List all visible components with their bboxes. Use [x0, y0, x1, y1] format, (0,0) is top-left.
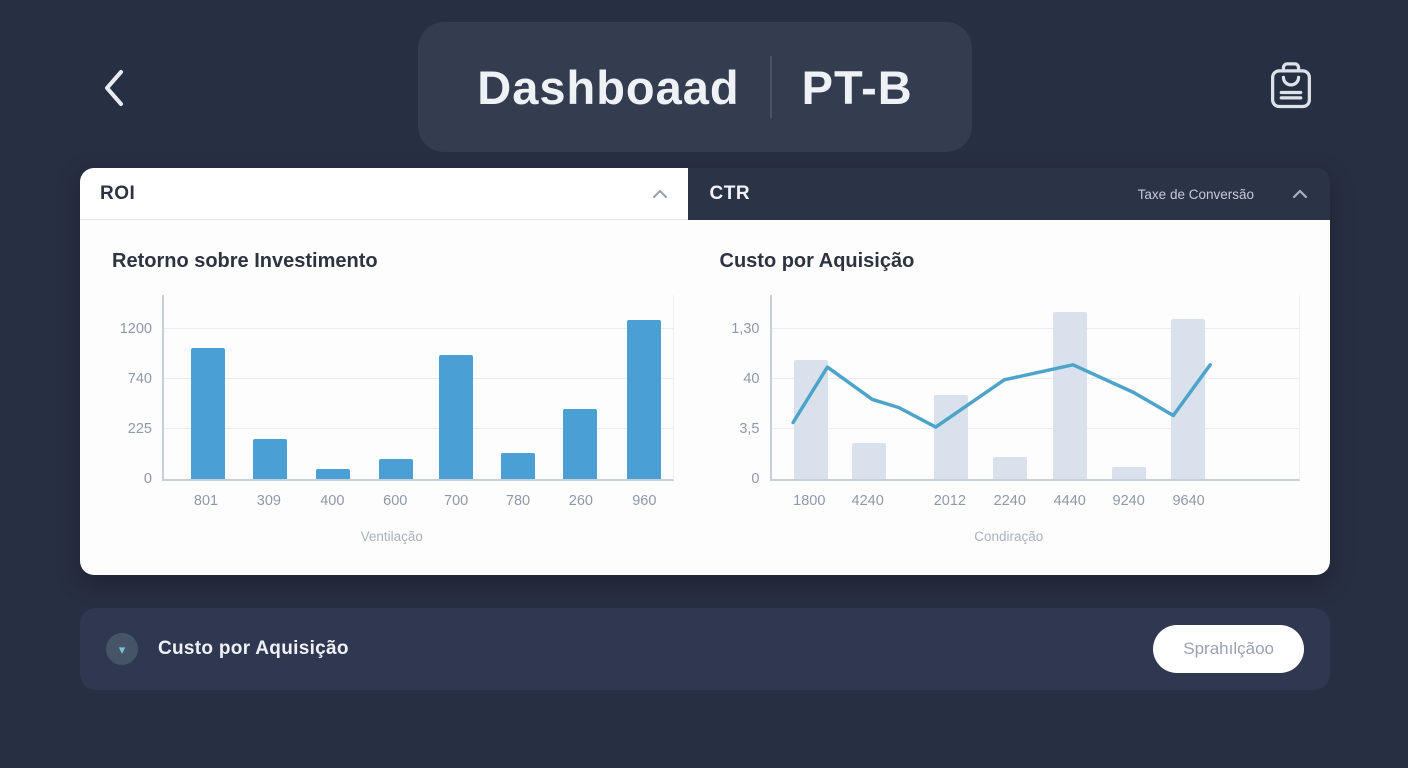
plot-wrap: 0 3,5 40 1,30 — [731, 295, 1300, 487]
x-tick-label: 780 — [505, 493, 531, 509]
trend-line — [790, 363, 1212, 429]
gridline — [771, 378, 1299, 379]
bar — [1171, 319, 1206, 479]
back-button[interactable] — [92, 62, 136, 114]
x-tick-label: 2240 — [993, 493, 1026, 509]
tab-roi-label: ROI — [100, 182, 136, 204]
x-tick-label: 4240 — [851, 493, 884, 509]
x-tick-label: 260 — [568, 493, 594, 509]
cpa-chart-panel: Custo por Aquisição 0 3,5 40 1,30 1800 4240 2… — [688, 220, 1331, 575]
x-tick-label: 9640 — [1172, 493, 1205, 509]
clipboard-icon — [1271, 62, 1311, 109]
caret-down-icon: ▾ — [118, 641, 126, 657]
legend-toggle-button[interactable]: ▾ — [106, 633, 138, 665]
footer-action-button[interactable]: Sprahılçãoo — [1153, 625, 1304, 673]
page-title: Dashboaad — [477, 60, 740, 114]
tab-roi[interactable]: ROI — [80, 168, 688, 220]
gridline — [164, 428, 673, 429]
bar — [933, 395, 968, 479]
roi-chart: Retorno sobre Investimento 0 225 740 1200 8… — [110, 250, 674, 544]
y-tick-label: 3,5 — [739, 421, 760, 437]
x-tick-label: 1800 — [793, 493, 826, 509]
footer-bar: ▾ Custo por Aquisição Sprahılçãoo — [80, 608, 1330, 690]
cpa-plot-area: 0 3,5 40 1,30 — [731, 295, 1300, 487]
y-tick-label: 1200 — [119, 321, 152, 337]
x-tick-label: 700 — [444, 493, 469, 509]
gridline — [771, 428, 1299, 429]
header-title-pill: Dashboaad PT-B — [418, 22, 972, 152]
x-tick-label: 2012 — [933, 493, 966, 509]
tab-ctr[interactable]: CTR Taxe de Conversão — [687, 168, 1330, 220]
gridline — [771, 328, 1299, 329]
card-tab-row: ROI CTR Taxe de Conversão — [80, 168, 1330, 220]
conversion-rate-label: Taxe de Conversão — [1137, 186, 1254, 202]
cpa-x-axis-labels: 1800 4240 2012 2240 4440 9240 9640 — [770, 487, 1301, 513]
cpa-chart-title: Custo por Aquisição — [719, 250, 915, 272]
x-tick-label: 801 — [193, 493, 219, 509]
bar — [500, 453, 535, 479]
bar — [253, 439, 288, 479]
gridline — [164, 328, 673, 329]
y-tick-label: 0 — [143, 471, 152, 487]
x-tick-label: 960 — [632, 493, 657, 509]
ctr-collapse-button[interactable] — [1292, 189, 1308, 199]
language-badge: PT-B — [801, 60, 913, 114]
roi-plot-area: 0 225 740 1200 — [120, 295, 674, 487]
footer-metric-label: Custo por Aquisição — [158, 638, 349, 659]
bar — [378, 459, 413, 479]
x-tick-label: 9240 — [1112, 493, 1145, 509]
roi-chart-panel: Retorno sobre Investimento 0 225 740 1200 8… — [80, 220, 688, 575]
charts-card: ROI CTR Taxe de Conversão — [80, 168, 1330, 575]
cpa-x-axis-caption: Condiração — [974, 529, 1044, 544]
clipboard-button[interactable] — [1262, 56, 1320, 116]
roi-chart-title: Retorno sobre Investimento — [112, 250, 378, 272]
x-tick-label: 4440 — [1053, 493, 1086, 509]
bar — [626, 320, 661, 479]
bar — [563, 409, 598, 479]
x-tick-label: 600 — [383, 493, 408, 509]
bar — [852, 443, 887, 479]
roi-x-axis-caption: Ventilação — [360, 529, 423, 544]
chevron-left-icon — [105, 70, 123, 106]
bar — [1111, 467, 1146, 479]
chevron-up-icon — [652, 189, 667, 198]
bar — [439, 355, 474, 479]
bar — [190, 348, 225, 479]
bar — [316, 469, 351, 479]
bar — [1053, 312, 1088, 479]
title-divider — [769, 56, 772, 118]
plot-wrap: 0 225 740 1200 — [120, 295, 674, 487]
y-tick-label: 40 — [743, 371, 760, 387]
y-tick-label: 740 — [127, 371, 152, 387]
gridline — [164, 378, 673, 379]
card-body: Retorno sobre Investimento 0 225 740 1200 8… — [80, 220, 1330, 575]
cpa-chart: Custo por Aquisição 0 3,5 40 1,30 1800 4240 2… — [718, 250, 1301, 544]
y-tick-label: 225 — [127, 421, 152, 437]
roi-x-axis-labels: 801 309 400 600 700 780 260 960 — [162, 487, 674, 513]
bar — [794, 360, 829, 479]
bar — [993, 457, 1028, 479]
y-tick-label: 1,30 — [731, 321, 760, 337]
x-tick-label: 309 — [256, 493, 281, 509]
chevron-up-icon — [1292, 189, 1308, 199]
tab-ctr-label: CTR — [709, 183, 751, 204]
y-tick-label: 0 — [751, 471, 760, 487]
x-tick-label: 400 — [320, 493, 345, 509]
roi-collapse-button[interactable] — [652, 189, 668, 199]
